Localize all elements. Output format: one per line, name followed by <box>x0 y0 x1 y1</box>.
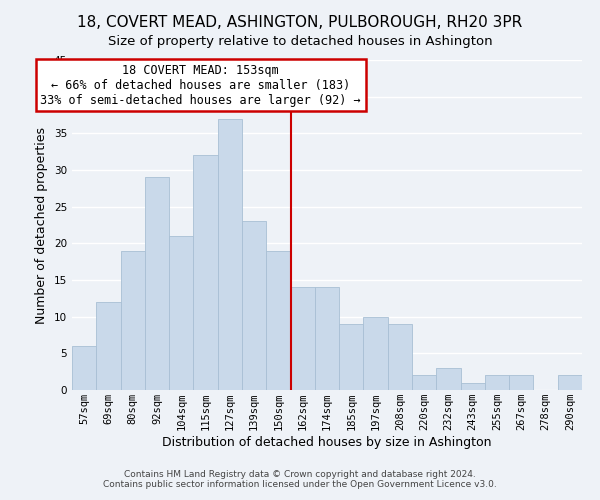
Bar <box>461 382 485 390</box>
Bar <box>72 346 96 390</box>
Bar <box>242 222 266 390</box>
Bar <box>315 288 339 390</box>
Text: Contains HM Land Registry data © Crown copyright and database right 2024.
Contai: Contains HM Land Registry data © Crown c… <box>103 470 497 489</box>
Bar <box>266 250 290 390</box>
X-axis label: Distribution of detached houses by size in Ashington: Distribution of detached houses by size … <box>162 436 492 449</box>
Bar <box>364 316 388 390</box>
Bar <box>436 368 461 390</box>
Bar <box>193 156 218 390</box>
Bar <box>169 236 193 390</box>
Bar <box>558 376 582 390</box>
Y-axis label: Number of detached properties: Number of detached properties <box>35 126 49 324</box>
Text: Size of property relative to detached houses in Ashington: Size of property relative to detached ho… <box>107 35 493 48</box>
Text: 18, COVERT MEAD, ASHINGTON, PULBOROUGH, RH20 3PR: 18, COVERT MEAD, ASHINGTON, PULBOROUGH, … <box>77 15 523 30</box>
Bar <box>290 288 315 390</box>
Bar <box>121 250 145 390</box>
Bar <box>412 376 436 390</box>
Text: 18 COVERT MEAD: 153sqm
← 66% of detached houses are smaller (183)
33% of semi-de: 18 COVERT MEAD: 153sqm ← 66% of detached… <box>40 64 361 106</box>
Bar <box>509 376 533 390</box>
Bar <box>339 324 364 390</box>
Bar <box>218 118 242 390</box>
Bar <box>145 178 169 390</box>
Bar <box>388 324 412 390</box>
Bar <box>96 302 121 390</box>
Bar <box>485 376 509 390</box>
